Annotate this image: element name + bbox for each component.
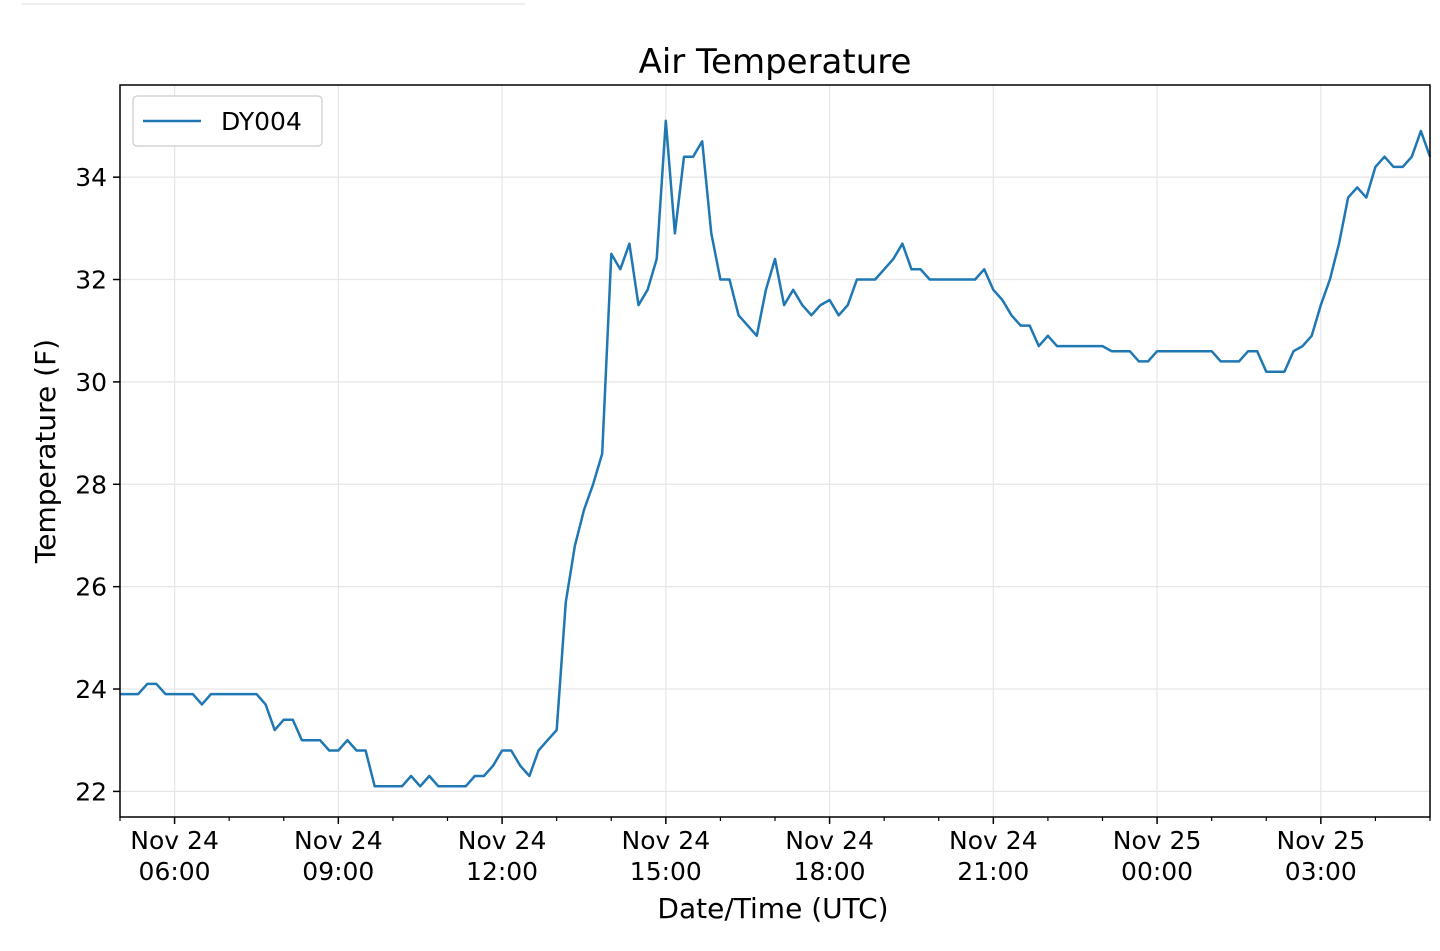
y-tick-label: 24 (75, 675, 107, 704)
x-tick-label: Nov 24 12:00 (458, 826, 547, 886)
series-layer (120, 119, 1432, 788)
series-line-dy004 (120, 119, 1432, 788)
y-tick-label: 32 (75, 266, 107, 295)
x-tick-label: Nov 24 06:00 (130, 826, 219, 886)
legend: DY004 (132, 95, 323, 147)
x-tick-label: Nov 25 00:00 (1113, 826, 1202, 886)
x-tick-label: Nov 24 18:00 (785, 826, 874, 886)
legend-box (132, 95, 323, 147)
plot-frame (119, 84, 1431, 818)
x-tick-label: Nov 25 03:00 (1277, 826, 1366, 886)
y-axis-label: Temperature (F) (29, 339, 62, 564)
y-tick-label: 26 (75, 573, 107, 602)
x-tick-label: Nov 24 21:00 (949, 826, 1038, 886)
y-tick-label: 28 (75, 470, 107, 499)
y-tick-label: 34 (75, 163, 107, 192)
x-tick-label: Nov 24 15:00 (622, 826, 711, 886)
x-axis-label: Date/Time (UTC) (657, 892, 888, 925)
gridlines (120, 85, 1430, 817)
chart-title: Air Temperature (639, 42, 912, 82)
x-tick-label: Nov 24 09:00 (294, 826, 383, 886)
legend-label-dy004: DY004 (221, 107, 302, 136)
y-tick-label: 22 (75, 777, 107, 806)
y-tick-label: 30 (75, 368, 107, 397)
axis-ticks: 22 24 26 28 30 32 34 Nov 24 06:00 Nov 24 09:00 Nov … (75, 163, 1431, 886)
